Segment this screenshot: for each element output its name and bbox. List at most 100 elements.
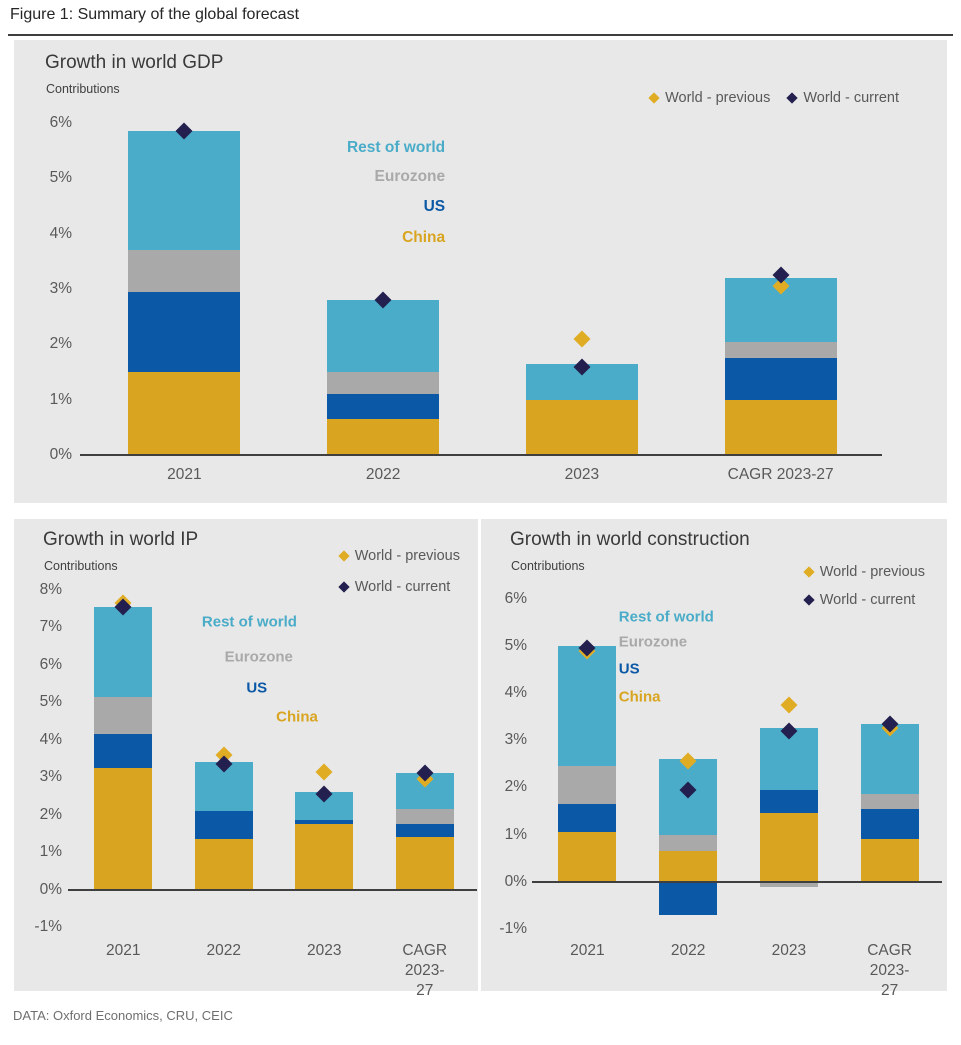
y-axis-ip: 8% 7% 6% 5% 4% 3% 2% 1% 0% -1% (14, 575, 62, 935)
y-axis-tick-label: 6% (49, 114, 72, 132)
bar-segment-eurozone (558, 766, 617, 804)
y-axis-tick-label: 0% (39, 880, 62, 898)
x-axis-category-label: CAGR 2023-27 (402, 942, 448, 1000)
bar-segment-us (395, 824, 454, 838)
series-label-china: China (402, 228, 446, 246)
chart-title-ip: Growth in world IP (43, 529, 199, 550)
bar-segment-us (759, 789, 818, 814)
bar-segment-rest-of-world (128, 131, 241, 251)
y-axis-tick-label: 6% (504, 589, 527, 607)
chart-subtitle-ip: Contributions (44, 559, 118, 573)
bar-segment-us (295, 820, 354, 824)
y-axis-tick-label: 6% (39, 655, 62, 673)
y-axis-tick-label: 3% (504, 731, 527, 749)
bar-segment-eurozone (659, 834, 718, 852)
y-axis-tick-label: 0% (49, 446, 72, 463)
series-label-rest-of-world: Rest of world (346, 139, 446, 157)
legend-item-world-current: World - current (338, 579, 460, 595)
x-axis-category-label: 2023 (564, 466, 600, 483)
legend-item-world-current: World - current (803, 592, 925, 608)
series-label-eurozone: Eurozone (224, 648, 293, 666)
zero-axis-line (80, 454, 882, 456)
bar-segment-us (724, 358, 837, 400)
y-axis-tick-label: 7% (39, 618, 62, 636)
bar-segment-china (659, 851, 718, 882)
chart-title-construction: Growth in world construction (510, 529, 750, 550)
series-label-china: China (276, 708, 318, 726)
series-label-us: US (423, 198, 446, 216)
bar-segment-china (558, 832, 617, 882)
bar-segment-china (724, 399, 837, 455)
x-axis-category-label: 2022 (365, 466, 401, 483)
bar-segment-eurozone (860, 794, 919, 809)
y-axis-tick-label: 3% (39, 768, 62, 786)
bar-segment-eurozone (724, 341, 837, 359)
marker-diamond-world-previous (780, 696, 798, 714)
legend-label: World - current (803, 90, 899, 106)
x-axis-construction: 2021 2022 2023 CAGR 2023-27 (537, 941, 940, 999)
series-label-rest-of-world: Rest of world (618, 608, 714, 626)
x-axis-category-label: CAGR 2023-27 (867, 942, 913, 1000)
y-axis-tick-label: 2% (504, 778, 527, 796)
bar-segment-us (194, 810, 253, 839)
y-axis-tick-label: 5% (504, 636, 527, 654)
x-axis-category-label: 2021 (570, 942, 605, 959)
series-label-us: US (618, 660, 640, 678)
figure-title: Figure 1: Summary of the global forecast (10, 6, 300, 23)
bar-segment-eurozone (128, 250, 241, 292)
legend-gdp: World - previous World - current (648, 90, 899, 106)
bar-segment-china (327, 419, 440, 455)
series-label-eurozone: Eurozone (618, 633, 688, 651)
diamond-icon (338, 550, 350, 562)
bar-segment-china (194, 839, 253, 890)
bar-segment-china (860, 839, 919, 882)
y-axis-tick-label: 1% (49, 390, 72, 408)
marker-diamond-world-previous (573, 330, 591, 348)
y-axis-tick-label: 1% (39, 843, 62, 861)
x-axis-category-label: 2022 (670, 942, 706, 959)
x-axis-category-label: 2023 (307, 942, 342, 959)
bar-segment-china (295, 824, 354, 890)
x-axis-category-label: 2023 (771, 942, 807, 959)
y-axis-tick-label: 5% (49, 169, 72, 187)
bar-segment-us (94, 734, 153, 768)
title-divider (8, 34, 953, 36)
zero-axis-line (68, 888, 477, 891)
legend-item-world-previous: World - previous (338, 548, 460, 564)
bar-segment-us (860, 808, 919, 840)
plot-area-construction: Rest of world Eurozone US China (532, 575, 942, 929)
y-axis-gdp: 6% 5% 4% 3% 2% 1% 0% (14, 101, 72, 463)
y-axis-tick-label: 1% (504, 825, 527, 843)
bar-segment-china (395, 837, 454, 890)
legend-label: World - previous (354, 548, 460, 564)
chart-title-gdp: Growth in world GDP (45, 52, 224, 73)
x-axis-ip: 2021 2022 2023 CAGR 2023-27 (73, 941, 475, 999)
legend-item-world-current: World - current (786, 90, 899, 106)
x-axis-gdp: 2021 2022 2023 CAGR 2023-27 (85, 466, 880, 512)
bar-segment-rest-of-world (327, 300, 440, 373)
bar-segment-china (525, 399, 638, 455)
y-axis-construction: 6% 5% 4% 3% 2% 1% 0% -1% (481, 575, 527, 937)
y-axis-tick-label: 4% (39, 730, 62, 748)
bar-segment-us (327, 394, 440, 420)
bar-segment-eurozone (395, 809, 454, 824)
bar-segment-eurozone (759, 881, 818, 887)
bar-segment-us (558, 803, 617, 833)
legend-item-world-previous: World - previous (648, 90, 770, 106)
y-axis-tick-label: -1% (34, 918, 62, 935)
construction-chart-panel: Growth in world construction Contributio… (481, 519, 947, 999)
bar-segment-rest-of-world (94, 606, 153, 697)
bar-segment-us (659, 881, 718, 915)
y-axis-tick-label: 2% (49, 335, 72, 353)
x-axis-category-label: 2021 (106, 942, 141, 959)
x-axis-category-label: CAGR 2023-27 (727, 466, 834, 483)
bar-segment-eurozone (327, 372, 440, 395)
bar-segment-china (94, 767, 153, 890)
y-axis-tick-label: 5% (39, 693, 62, 711)
x-axis-category-label: 2022 (206, 942, 241, 959)
legend-construction: World - previous World - current (803, 564, 925, 608)
ip-chart-panel: Growth in world IP Contributions World -… (14, 519, 478, 999)
y-axis-tick-label: 3% (49, 280, 72, 298)
chart-subtitle-construction: Contributions (511, 559, 585, 573)
marker-diamond-world-previous (315, 763, 333, 781)
